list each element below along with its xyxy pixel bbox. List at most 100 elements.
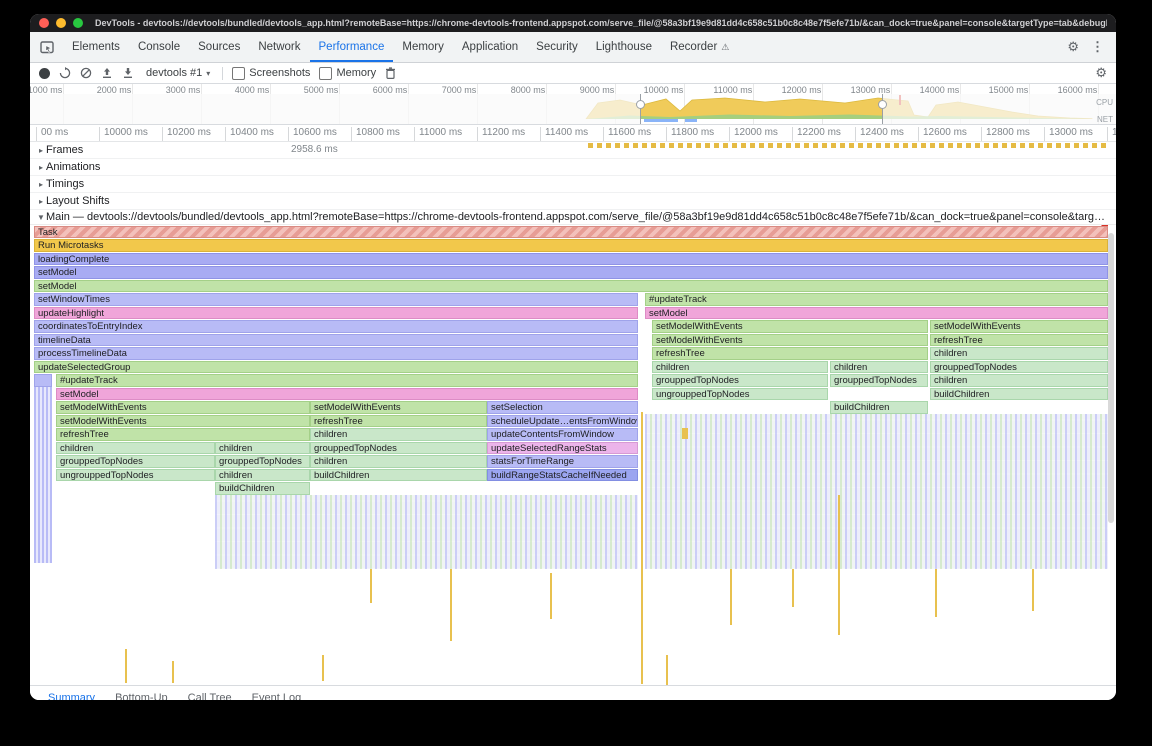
tab-sources[interactable]: Sources xyxy=(189,32,249,62)
flame-bar[interactable]: children xyxy=(930,347,1108,360)
flame-bar[interactable]: Run Microtasks xyxy=(34,239,1108,252)
flame-bar[interactable]: children xyxy=(830,360,928,373)
flame-bar[interactable]: refreshTree xyxy=(652,347,928,360)
inspect-element-button[interactable] xyxy=(30,32,63,62)
minimize-window-button[interactable] xyxy=(56,18,66,28)
collapse-triangle-icon[interactable]: ▸ xyxy=(38,162,43,172)
flame-scrollbar[interactable] xyxy=(1108,233,1114,523)
flame-bar[interactable]: setSelection xyxy=(487,401,638,414)
flame-bar[interactable]: #updateTrack xyxy=(645,293,1108,306)
capture-settings-gear-icon[interactable]: ⚙ xyxy=(1095,65,1107,80)
zoom-window-right-edge[interactable] xyxy=(882,94,883,124)
flame-bar[interactable]: buildChildren xyxy=(930,387,1108,400)
flame-bar[interactable]: setModelWithEvents xyxy=(56,401,310,414)
flame-bar[interactable]: setModel xyxy=(56,387,638,400)
tab-memory[interactable]: Memory xyxy=(393,32,453,62)
flame-bar[interactable]: setModel xyxy=(34,266,1108,279)
tab-recorder[interactable]: Recorder ⚠ xyxy=(661,32,738,62)
zoom-window-right-handle[interactable] xyxy=(878,100,887,109)
flame-bar[interactable]: buildRangeStatsCacheIfNeeded xyxy=(487,468,638,481)
track-row-layout-shifts[interactable]: ▸ Layout Shifts xyxy=(30,193,1116,210)
settings-gear-icon[interactable]: ⚙ xyxy=(1067,39,1079,54)
flame-bar[interactable]: refreshTree xyxy=(930,333,1108,346)
main-track-header[interactable]: ▼ Main — devtools://devtools/bundled/dev… xyxy=(30,210,1116,225)
flame-bar[interactable]: setModelWithEvents xyxy=(652,333,928,346)
flame-bar[interactable]: grouppedTopNodes xyxy=(830,374,928,387)
flame-bar[interactable]: buildChildren xyxy=(310,468,487,481)
details-tab-call-tree[interactable]: Call Tree xyxy=(187,692,232,700)
memory-toggle[interactable]: Memory xyxy=(319,66,376,80)
flame-bar[interactable] xyxy=(34,374,52,387)
flame-bar[interactable]: timelineData xyxy=(34,333,638,346)
record-button[interactable] xyxy=(39,67,50,79)
reload-and-record-icon[interactable] xyxy=(59,67,71,79)
save-profile-icon[interactable] xyxy=(122,67,134,79)
more-options-icon[interactable]: ⋮ xyxy=(1091,39,1104,54)
flame-bar[interactable]: processTimelineData xyxy=(34,347,638,360)
flame-bar[interactable]: children xyxy=(215,468,310,481)
flame-bar[interactable]: setModel xyxy=(34,279,1108,292)
load-profile-icon[interactable] xyxy=(101,67,113,79)
collapse-triangle-icon[interactable]: ▸ xyxy=(38,179,43,189)
profile-history-select[interactable]: devtools #1 ▾ xyxy=(143,67,213,79)
flame-bar[interactable]: updateHighlight xyxy=(34,306,638,319)
flame-bar[interactable]: ungrouppedTopNodes xyxy=(56,468,215,481)
collapse-triangle-icon[interactable]: ▸ xyxy=(38,145,43,155)
flame-bar[interactable]: scheduleUpdate…entsFromWindow xyxy=(487,414,638,427)
flame-bar[interactable]: updateSelectedGroup xyxy=(34,360,638,373)
flame-bar[interactable]: grouppedTopNodes xyxy=(310,441,487,454)
collapse-triangle-icon[interactable]: ▸ xyxy=(38,196,43,206)
flame-bar[interactable]: setModelWithEvents xyxy=(310,401,487,414)
tab-performance[interactable]: Performance xyxy=(310,32,394,62)
tab-application[interactable]: Application xyxy=(453,32,527,62)
flame-bar[interactable]: setWindowTimes xyxy=(34,293,638,306)
flame-bar[interactable]: grouppedTopNodes xyxy=(56,455,215,468)
flame-bar[interactable]: grouppedTopNodes xyxy=(652,374,828,387)
flame-bar[interactable]: children xyxy=(652,360,828,373)
details-tab-event-log[interactable]: Event Log xyxy=(251,692,302,700)
tab-console[interactable]: Console xyxy=(129,32,189,62)
flame-bar[interactable]: ungrouppedTopNodes xyxy=(652,387,828,400)
flame-bar[interactable]: coordinatesToEntryIndex xyxy=(34,320,638,333)
flame-bar[interactable]: buildChildren xyxy=(215,482,310,495)
zoom-window-left-edge[interactable] xyxy=(640,94,641,124)
timeline-overview[interactable]: 1000 ms 2000 ms 3000 ms 4000 ms 5000 ms 6000 … xyxy=(30,84,1116,125)
flame-bar[interactable]: statsForTimeRange xyxy=(487,455,638,468)
track-row-timings[interactable]: ▸ Timings xyxy=(30,176,1116,193)
flame-bar[interactable]: setModelWithEvents xyxy=(930,320,1108,333)
flame-chart[interactable]: Task Run Microtasks loadingComplete setMode… xyxy=(30,225,1116,685)
clear-recording-icon[interactable] xyxy=(80,67,92,79)
track-row-frames[interactable]: ▸ Frames 2958.6 ms xyxy=(30,142,1116,159)
zoom-window-left-handle[interactable] xyxy=(636,100,645,109)
track-row-animations[interactable]: ▸ Animations xyxy=(30,159,1116,176)
flame-bar[interactable]: children xyxy=(310,428,487,441)
flame-bar[interactable]: refreshTree xyxy=(56,428,310,441)
flame-bar[interactable]: buildChildren xyxy=(830,401,928,414)
flame-bar[interactable]: Task xyxy=(34,225,1108,238)
details-tab-summary[interactable]: Summary xyxy=(38,686,105,700)
zoom-window-button[interactable] xyxy=(73,18,83,28)
flame-bar[interactable]: children xyxy=(310,455,487,468)
flame-bar[interactable]: setModelWithEvents xyxy=(652,320,928,333)
details-tab-bottom-up[interactable]: Bottom-Up xyxy=(115,692,168,700)
timeline-ruler[interactable]: 00 ms 10000 ms 10200 ms 10400 ms 10600 ms 108… xyxy=(30,125,1116,142)
flame-bar[interactable]: grouppedTopNodes xyxy=(930,360,1108,373)
flame-bar[interactable]: children xyxy=(215,441,310,454)
flame-bar[interactable]: children xyxy=(930,374,1108,387)
tab-network[interactable]: Network xyxy=(249,32,309,62)
screenshots-checkbox[interactable] xyxy=(232,66,246,80)
memory-checkbox[interactable] xyxy=(319,66,333,80)
tab-lighthouse[interactable]: Lighthouse xyxy=(587,32,661,62)
tab-security[interactable]: Security xyxy=(527,32,587,62)
flame-bar[interactable]: setModel xyxy=(645,306,1108,319)
screenshots-toggle[interactable]: Screenshots xyxy=(232,66,310,80)
flame-bar[interactable]: loadingComplete xyxy=(34,252,1108,265)
flame-bar[interactable]: grouppedTopNodes xyxy=(215,455,310,468)
expand-triangle-icon[interactable]: ▼ xyxy=(37,212,45,222)
flame-bar[interactable]: refreshTree xyxy=(310,414,487,427)
flame-bar[interactable]: #updateTrack xyxy=(56,374,638,387)
flame-bar[interactable]: updateContentsFromWindow xyxy=(487,428,638,441)
close-window-button[interactable] xyxy=(39,18,49,28)
flame-bar[interactable]: updateSelectedRangeStats xyxy=(487,441,638,454)
flame-bar[interactable]: setModelWithEvents xyxy=(56,414,310,427)
